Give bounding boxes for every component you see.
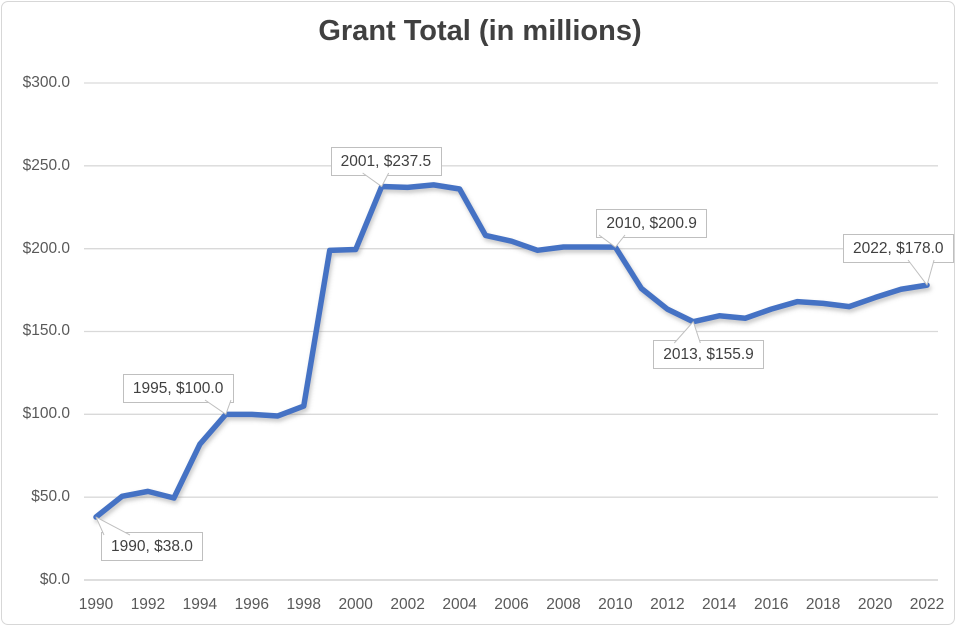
callout-pointer-2010 xyxy=(598,234,626,248)
x-axis-tick-label: 2016 xyxy=(753,596,789,613)
x-axis-tick-label: 2022 xyxy=(909,596,945,613)
y-axis-tick-label: $50.0 xyxy=(31,488,70,506)
x-axis-tick-label: 2006 xyxy=(494,596,529,613)
x-axis-tick-label: 1998 xyxy=(286,596,321,613)
callout-box-1995 xyxy=(123,374,234,403)
x-axis-tick-label: 2020 xyxy=(857,596,893,613)
data-callout-1995: 1995, $100.0 xyxy=(132,380,224,398)
x-axis-tick-label: 2000 xyxy=(338,596,373,613)
y-axis-tick-label: $150.0 xyxy=(22,322,70,340)
y-axis-tick-label: $100.0 xyxy=(22,405,70,423)
callout-box-2022 xyxy=(843,234,954,263)
callout-pointer-2013 xyxy=(673,321,701,344)
x-axis-tick-label: 2018 xyxy=(805,596,841,613)
x-axis-tick-label: 2008 xyxy=(546,596,581,613)
data-callout-2010: 2010, $200.9 xyxy=(606,215,697,233)
callout-box-2001 xyxy=(331,147,442,176)
callout-pointer-1990 xyxy=(95,516,131,536)
callout-pointer-1995 xyxy=(204,399,232,415)
data-callout-2013: 2013, $155.9 xyxy=(663,345,754,363)
x-axis-tick-label: 1990 xyxy=(78,596,114,613)
chart-title: Grant Total (in millions) xyxy=(318,15,642,47)
callout-pointer-2001 xyxy=(362,172,390,188)
x-axis-tick-label: 2004 xyxy=(442,596,477,613)
y-axis-tick-label: $0.0 xyxy=(39,571,70,588)
y-axis-tick-label: $250.0 xyxy=(22,156,70,174)
data-callout-1990: 1990, $38.0 xyxy=(111,538,193,556)
x-axis-tick-label: 2014 xyxy=(702,596,737,613)
x-axis-tick-label: 1992 xyxy=(130,596,166,613)
x-axis-tick-label: 2002 xyxy=(390,596,425,613)
y-axis-tick-label: $300.0 xyxy=(22,73,70,91)
grant-total-line xyxy=(93,182,930,520)
callout-box-1990 xyxy=(101,532,203,561)
callout-box-2010 xyxy=(596,209,707,238)
x-axis-tick-label: 2010 xyxy=(598,596,633,613)
callout-box-2013 xyxy=(653,340,764,369)
y-axis-tick-label: $200.0 xyxy=(22,239,70,257)
x-axis-tick-label: 1996 xyxy=(234,596,270,613)
x-axis-tick-label: 1994 xyxy=(182,596,218,613)
data-callout-2001: 2001, $237.5 xyxy=(340,152,432,170)
callout-pointer-2022 xyxy=(907,259,935,286)
x-axis-tick-label: 2012 xyxy=(650,596,685,613)
data-callout-2022: 2022, $178.0 xyxy=(853,240,944,258)
